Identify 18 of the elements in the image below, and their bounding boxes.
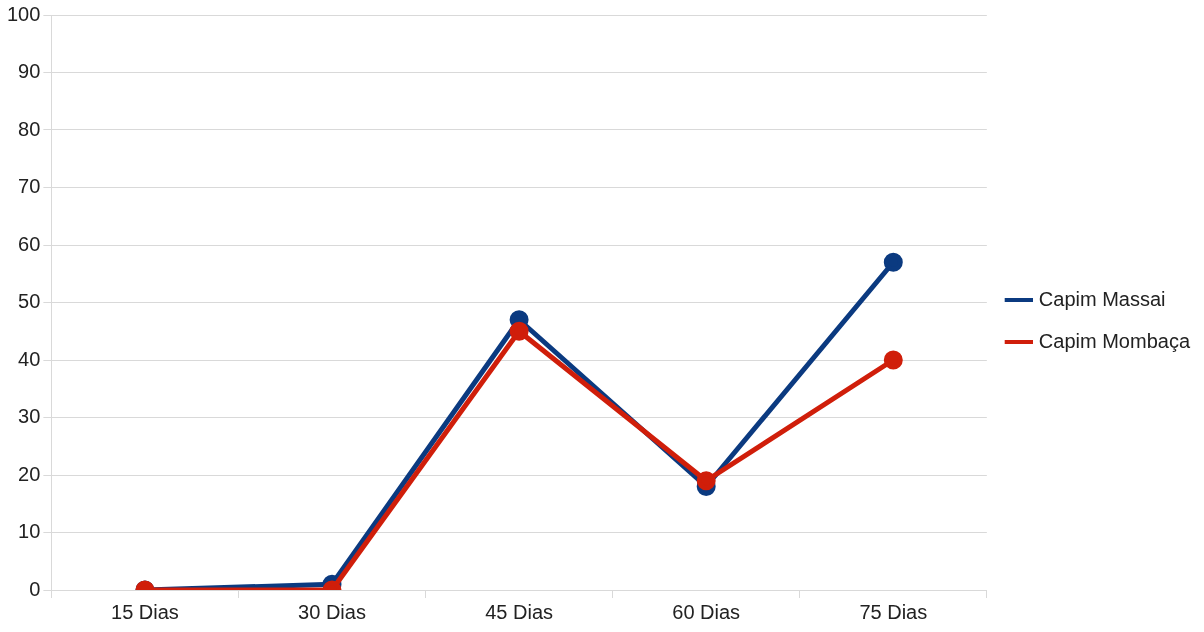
x-tick-label: 45 Dias (485, 600, 554, 623)
y-tick-label: 40 (18, 347, 41, 370)
y-tick-label: 90 (18, 60, 41, 83)
x-tick-label: 15 Dias (111, 600, 179, 623)
legend-label: Capim Massai (1038, 287, 1166, 310)
y-tick-label: 70 (18, 175, 41, 198)
y-tick-label: 10 (18, 520, 41, 543)
y-tick-label: 20 (18, 462, 41, 485)
y-tick-label: 0 (29, 577, 41, 600)
x-tick-label: 60 Dias (672, 600, 741, 623)
x-tick-label: 30 Dias (298, 600, 366, 623)
y-tick-label: 60 (18, 232, 41, 255)
x-tick-label: 75 Dias (859, 600, 928, 623)
y-tick-label: 50 (18, 290, 41, 313)
y-tick-label: 80 (18, 117, 41, 140)
y-tick-label: 100 (6, 2, 41, 25)
y-tick-label: 30 (18, 405, 41, 428)
legend-label: Capim Mombaça (1038, 329, 1191, 352)
